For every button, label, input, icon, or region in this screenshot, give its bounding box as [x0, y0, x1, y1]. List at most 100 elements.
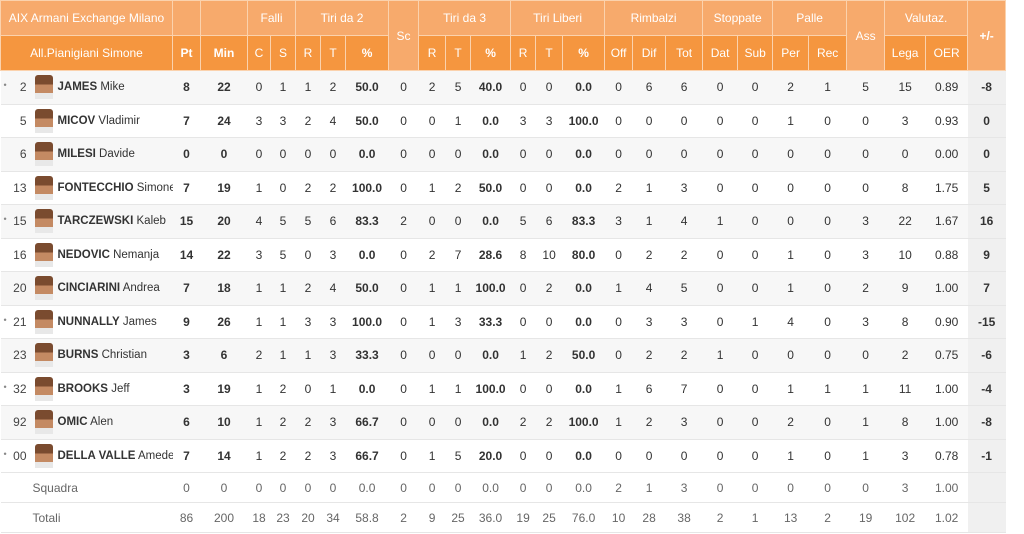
stat-cell: 2 [884, 338, 926, 373]
stat-cell: 100.0 [345, 171, 389, 205]
stat-cell: 0 [295, 472, 321, 503]
stat-cell: -8 [967, 405, 1006, 440]
player-photo [34, 108, 53, 133]
group-header: Falli [246, 0, 297, 36]
stat-cell: 0 [247, 137, 271, 172]
stat-cell: 10 [604, 502, 633, 533]
number-text: 15 [13, 214, 27, 229]
column-header: T [320, 35, 347, 71]
player-name: BURNS Christian [54, 338, 173, 373]
column-header: Rec [808, 35, 848, 71]
stat-cell: -1 [967, 439, 1006, 473]
player-row: 5 MICOV Vladimir 7 24 3 3 2 4 50.0 0 0 1 0.0 3 3 100.0 0… [0, 104, 1006, 138]
stat-cell: 2 [604, 472, 633, 503]
number-text: 13 [13, 180, 27, 195]
stat-cell: 6 [632, 372, 666, 406]
stat-cell: 0 [200, 472, 248, 503]
stat-cell: 5 [967, 171, 1006, 205]
stat-cell: 0 [388, 372, 419, 406]
number-text: 23 [13, 348, 27, 363]
stat-cell: 3 [320, 338, 346, 373]
stat-cell: 2 [632, 338, 666, 373]
stat-cell: 0 [388, 70, 419, 105]
column-header: Per [772, 35, 810, 71]
empty-cell [967, 472, 1006, 503]
starter-bullet: • [3, 314, 7, 325]
player-number: • 00 [0, 439, 33, 473]
stat-cell: 2 [772, 70, 809, 105]
row-label: Totali [0, 502, 173, 533]
player-number: 13 [0, 171, 33, 205]
player-number: • 21 [0, 305, 33, 339]
stat-cell: 0.0 [562, 171, 605, 205]
stat-cell: 5 [510, 204, 536, 239]
stat-cell: 0 [808, 171, 847, 205]
player-number: • 2 [0, 70, 33, 105]
stat-cell: 0 [884, 137, 926, 172]
stat-cell: 25 [445, 502, 471, 533]
stat-cell: 2 [846, 271, 885, 306]
photo-cell [32, 238, 55, 272]
stat-cell: 1 [247, 405, 271, 440]
stat-cell: 0 [702, 472, 738, 503]
photo-cell [32, 204, 55, 239]
stat-cell: 3 [884, 439, 926, 473]
photo-cell [32, 439, 55, 473]
stat-cell: 0 [665, 137, 703, 172]
stat-cell: -8 [967, 70, 1006, 105]
stat-cell: 2 [772, 405, 809, 440]
stat-cell: 2 [388, 204, 419, 239]
stat-cell: 100.0 [345, 305, 389, 339]
stat-cell: 3 [510, 104, 536, 138]
column-header: C [247, 35, 271, 71]
player-number: • 15 [0, 204, 33, 239]
stat-cell: 5 [270, 204, 296, 239]
stat-cell: 1 [772, 238, 809, 272]
stat-cell: 0 [967, 137, 1006, 172]
stat-cell: 3 [665, 472, 703, 503]
stat-cell: 0.0 [345, 372, 389, 406]
stat-cell: 0 [737, 171, 773, 205]
stat-cell: 2 [632, 405, 666, 440]
stat-cell: 3 [665, 405, 703, 440]
stat-cell: 0 [772, 472, 809, 503]
stat-cell: 0 [510, 171, 536, 205]
number-text: 5 [19, 113, 27, 128]
surname: FONTECCHIO [57, 181, 134, 194]
stat-cell: 0 [702, 405, 738, 440]
player-name: CINCIARINI Andrea [54, 271, 173, 306]
stat-cell: 14 [172, 238, 201, 272]
stat-cell: 0 [320, 472, 346, 503]
stat-cell: 3 [320, 439, 346, 473]
stat-cell: 0 [388, 238, 419, 272]
player-photo [34, 376, 53, 401]
stat-cell: -15 [967, 305, 1006, 339]
stat-cell: 11 [884, 372, 926, 406]
column-header: Dat [702, 35, 739, 71]
stat-cell: 1 [604, 405, 633, 440]
stat-cell: 86 [172, 502, 201, 533]
column-header: Tot [665, 35, 704, 71]
starter-bullet: • [3, 448, 7, 459]
surname: MICOV [57, 114, 96, 127]
stat-cell: 8 [172, 70, 201, 105]
stat-cell: 6 [632, 70, 666, 105]
stat-cell: 40.0 [470, 70, 511, 105]
stat-cell: 0 [808, 271, 847, 306]
stat-cell: 0 [172, 472, 201, 503]
stat-cell: 0.0 [345, 472, 389, 503]
column-header: T [445, 35, 472, 71]
stat-cell: 0 [772, 204, 809, 239]
stat-cell: 6 [665, 70, 703, 105]
stat-cell: 3 [665, 305, 703, 339]
stat-cell: 1 [737, 502, 773, 533]
stat-cell: 58.8 [345, 502, 389, 533]
stat-cell: 9 [884, 271, 926, 306]
stat-cell: 0 [535, 372, 563, 406]
stat-cell: 7 [172, 271, 201, 306]
empty-cell [967, 502, 1006, 533]
stat-cell: 1.00 [925, 372, 968, 406]
stat-cell: 19 [200, 372, 248, 406]
table-body: • 2 JAMES Mike 8 22 0 1 1 2 50.0 0 2 5 40.0 0 0 0.0 0 6 6 0 0… [0, 70, 1006, 533]
